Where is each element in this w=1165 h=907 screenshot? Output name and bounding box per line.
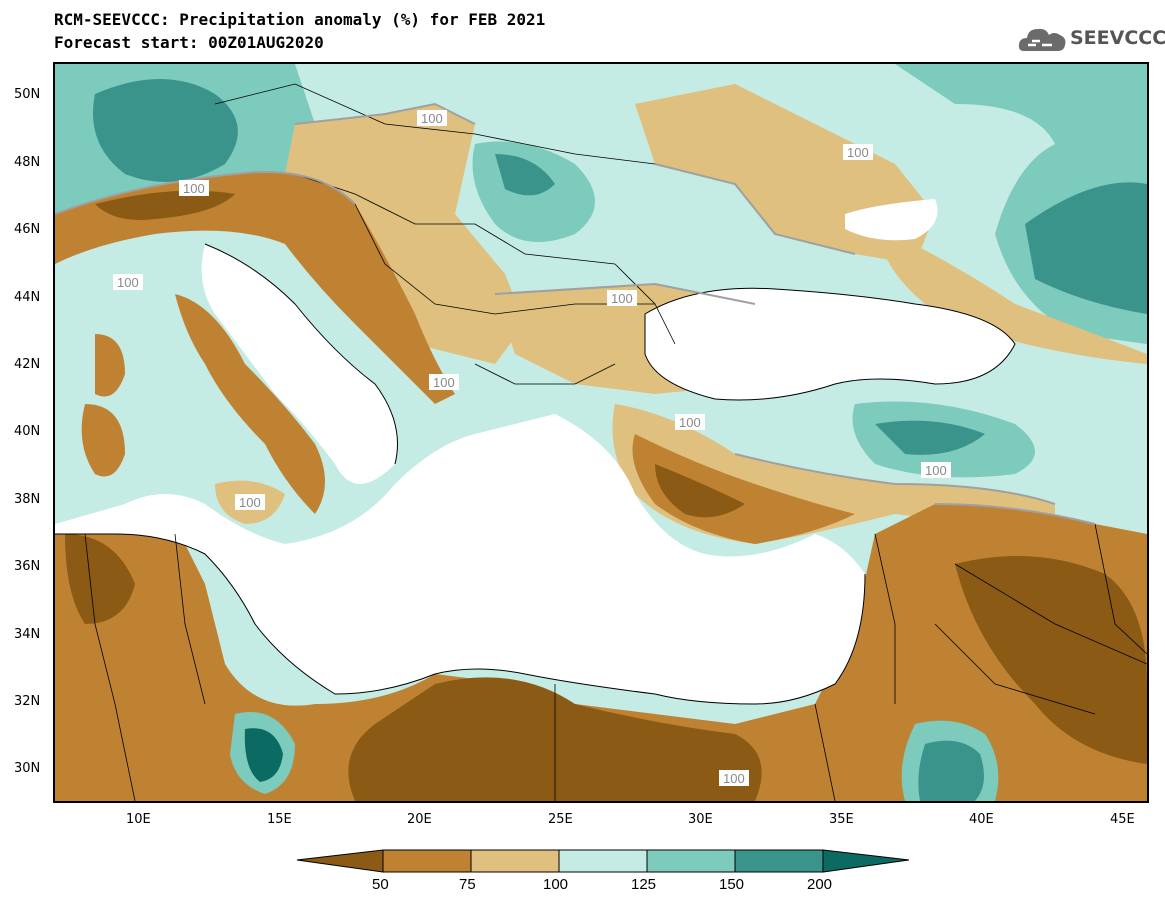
very-dry-area-algeria: [65, 534, 135, 624]
coastline-north-africa: [55, 533, 866, 705]
contour-lines-100: [55, 102, 1096, 525]
colorbar-label: 200: [807, 876, 833, 893]
coastline-adriatic: [204, 243, 398, 465]
colorbar-label: 50: [372, 876, 389, 893]
dark-teal-area-romania: [495, 154, 555, 196]
lat-tick-label: 32N: [14, 694, 41, 709]
contour-label-box: [235, 494, 265, 510]
mediterranean-sea: [55, 414, 865, 704]
lon-tick-label: 15E: [267, 812, 292, 827]
contour-label-box: [719, 770, 749, 786]
dry-band-anatolia: [632, 434, 855, 544]
coastline-black-sea: [644, 287, 1016, 401]
dry-area-north-africa-middle-east: [55, 504, 1147, 801]
contour-label-box: [417, 110, 447, 126]
colorbar-segment: [382, 849, 472, 873]
very-dry-area-alps: [95, 190, 235, 220]
contour-label-group: 100 100 100 100 100 100 100 100 100 100: [113, 110, 951, 786]
colorbar-label: 100: [543, 876, 569, 893]
colorbar-left-arrow: [296, 849, 384, 873]
lat-tick-label: 38N: [14, 492, 41, 507]
lat-tick-label: 42N: [14, 357, 41, 372]
very-dry-area-arabia: [955, 556, 1147, 764]
country-borders: [84, 83, 1147, 801]
chart-title: RCM-SEEVCCC: Precipitation anomaly (%) f…: [54, 10, 546, 29]
contour-label: 100: [239, 495, 261, 510]
dry-area-sardinia: [81, 404, 125, 477]
lat-tick-label: 30N: [14, 761, 41, 776]
colorbar-right-arrow: [822, 849, 910, 873]
contour-label-box: [179, 180, 209, 196]
dark-teal-area-germany: [93, 79, 238, 182]
colorbar-label: 125: [631, 876, 657, 893]
contour-label-box: [921, 462, 951, 478]
lat-tick-label: 44N: [14, 290, 41, 305]
dry-area-central-europe: [285, 104, 525, 364]
contour-label: 100: [421, 111, 443, 126]
lon-tick-label: 30E: [688, 812, 713, 827]
seevccc-logo: SEEVCCC: [1018, 23, 1165, 57]
dry-area-italy: [175, 294, 325, 514]
lat-tick-label: 50N: [14, 87, 41, 102]
dry-area-caucasus: [875, 224, 1147, 364]
lat-tick-label: 40N: [14, 424, 41, 439]
contour-label: 100: [117, 275, 139, 290]
dark-teal-area-arabia: [918, 740, 984, 801]
black-sea: [645, 288, 1015, 400]
adriatic-tyrrhenian-sea: [201, 244, 398, 484]
contour-label-box: [429, 374, 459, 390]
contour-label: 100: [847, 145, 869, 160]
dark-teal-area-east-turkey: [875, 420, 985, 455]
anomaly-map: 100 100 100 100 100 100 100 100 100 100: [55, 64, 1147, 801]
contour-label: 100: [433, 375, 455, 390]
colorbar-segment: [734, 849, 824, 873]
lon-tick-label: 25E: [548, 812, 573, 827]
lon-tick-label: 40E: [969, 812, 994, 827]
contour-label-box: [843, 144, 873, 160]
lat-tick-label: 36N: [14, 559, 41, 574]
colorbar-segment: [470, 849, 560, 873]
colorbar-segment: [558, 849, 648, 873]
dark-teal-area-russia: [1025, 182, 1147, 314]
dry-band-alps-balkans: [55, 172, 455, 404]
wet-center-libya: [244, 728, 283, 782]
contour-label: 100: [679, 415, 701, 430]
lon-tick-label: 45E: [1110, 812, 1135, 827]
colorbar-segment: [646, 849, 736, 873]
lon-tick-label: 20E: [407, 812, 432, 827]
sea-of-azov: [845, 199, 938, 241]
lat-tick-label: 46N: [14, 222, 41, 237]
contour-label: 100: [925, 463, 947, 478]
lon-tick-label: 10E: [126, 812, 151, 827]
logo-text: SEEVCCC: [1070, 27, 1165, 49]
colorbar: [296, 849, 910, 873]
colorbar-label: 75: [459, 876, 476, 893]
contour-label: 100: [611, 291, 633, 306]
lat-tick-label: 34N: [14, 627, 41, 642]
colorbar-label: 150: [719, 876, 745, 893]
contour-label: 100: [723, 771, 745, 786]
very-dry-area-anatolia: [655, 464, 745, 518]
map-panel: 100 100 100 100 100 100 100 100 100 100: [53, 62, 1149, 803]
lat-tick-label: 48N: [14, 155, 41, 170]
forecast-start-subtitle: Forecast start: 00Z01AUG2020: [54, 33, 324, 52]
contour-label-box: [675, 414, 705, 430]
contour-label-box: [607, 290, 637, 306]
lon-tick-label: 35E: [829, 812, 854, 827]
dry-area-corsica: [95, 334, 125, 397]
contour-label: 100: [183, 181, 205, 196]
contour-label-box: [113, 274, 143, 290]
cloud-icon: [1018, 28, 1066, 51]
